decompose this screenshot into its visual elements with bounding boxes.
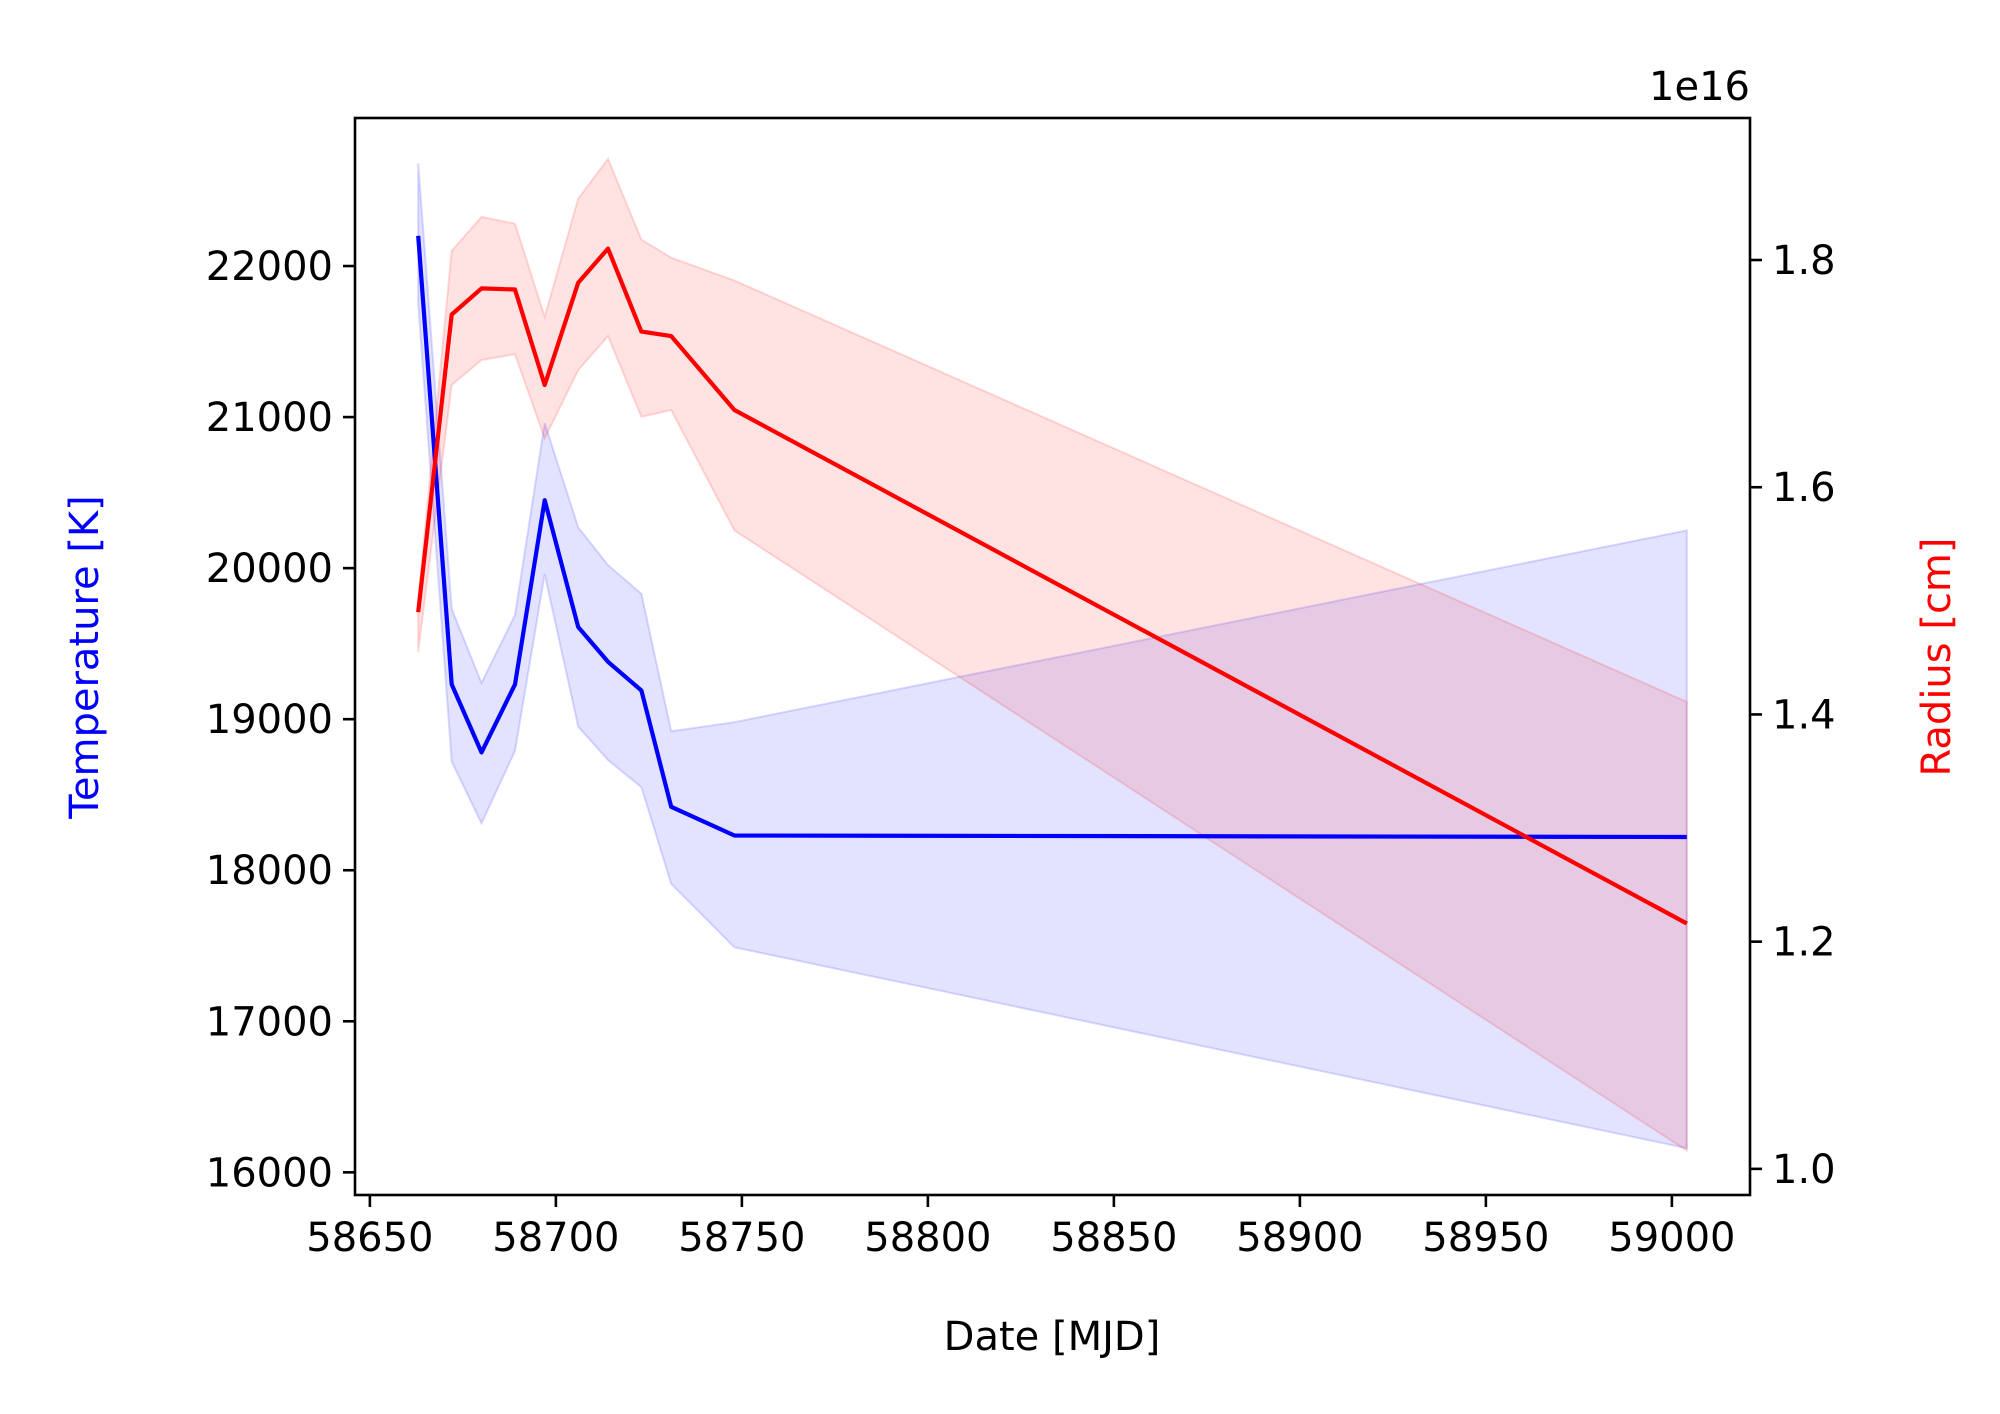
y-right-tick-label: 1.6 — [1772, 465, 1836, 511]
y-left-tick-label: 21000 — [206, 395, 333, 441]
plot-frame — [353, 116, 1752, 1197]
y-left-tick-label: 20000 — [206, 546, 333, 592]
series-lines — [416, 235, 1688, 926]
x-tick-label: 58950 — [1422, 1215, 1549, 1261]
x-tick-label: 58700 — [492, 1215, 619, 1261]
y-right-tick-label: 1.0 — [1772, 1147, 1836, 1193]
x-axis-ticks: 58650 58700 58750 58800 58850 58900 58950 59000 — [306, 1195, 1736, 1261]
right-axis-offset-label: 1e16 — [1649, 64, 1750, 110]
x-axis-title: Date [MJD] — [944, 1314, 1161, 1360]
y-axis-left-ticks: 16000 17000 18000 19000 20000 21000 22000 — [206, 244, 355, 1196]
x-tick-label: 58850 — [1050, 1215, 1177, 1261]
x-tick-label: 58900 — [1236, 1215, 1363, 1261]
y-left-tick-label: 18000 — [206, 848, 333, 894]
y-axis-right-title: Radius [cm] — [1914, 537, 1960, 776]
temperature-uncertainty-band — [417, 163, 1688, 1150]
y-left-tick-label: 16000 — [206, 1150, 333, 1196]
radius-series-line — [416, 246, 1688, 926]
x-tick-label: 58750 — [678, 1215, 805, 1261]
uncertainty-bands — [417, 156, 1688, 1153]
x-tick-label: 59000 — [1608, 1215, 1735, 1261]
x-tick-label: 58650 — [306, 1215, 433, 1261]
y-axis-left-title: Temperature [K] — [62, 495, 108, 820]
radius-uncertainty-band — [417, 156, 1688, 1153]
temperature-series-line — [416, 235, 1687, 840]
y-right-tick-label: 1.2 — [1772, 920, 1836, 966]
y-axis-right-ticks: 1.0 1.2 1.4 1.6 1.8 — [1750, 238, 1836, 1193]
x-tick-label: 58800 — [864, 1215, 991, 1261]
y-left-tick-label: 22000 — [206, 244, 333, 290]
y-left-tick-label: 19000 — [206, 697, 333, 743]
y-left-tick-label: 17000 — [206, 999, 333, 1045]
y-right-tick-label: 1.4 — [1772, 692, 1836, 738]
y-right-tick-label: 1.8 — [1772, 238, 1836, 284]
